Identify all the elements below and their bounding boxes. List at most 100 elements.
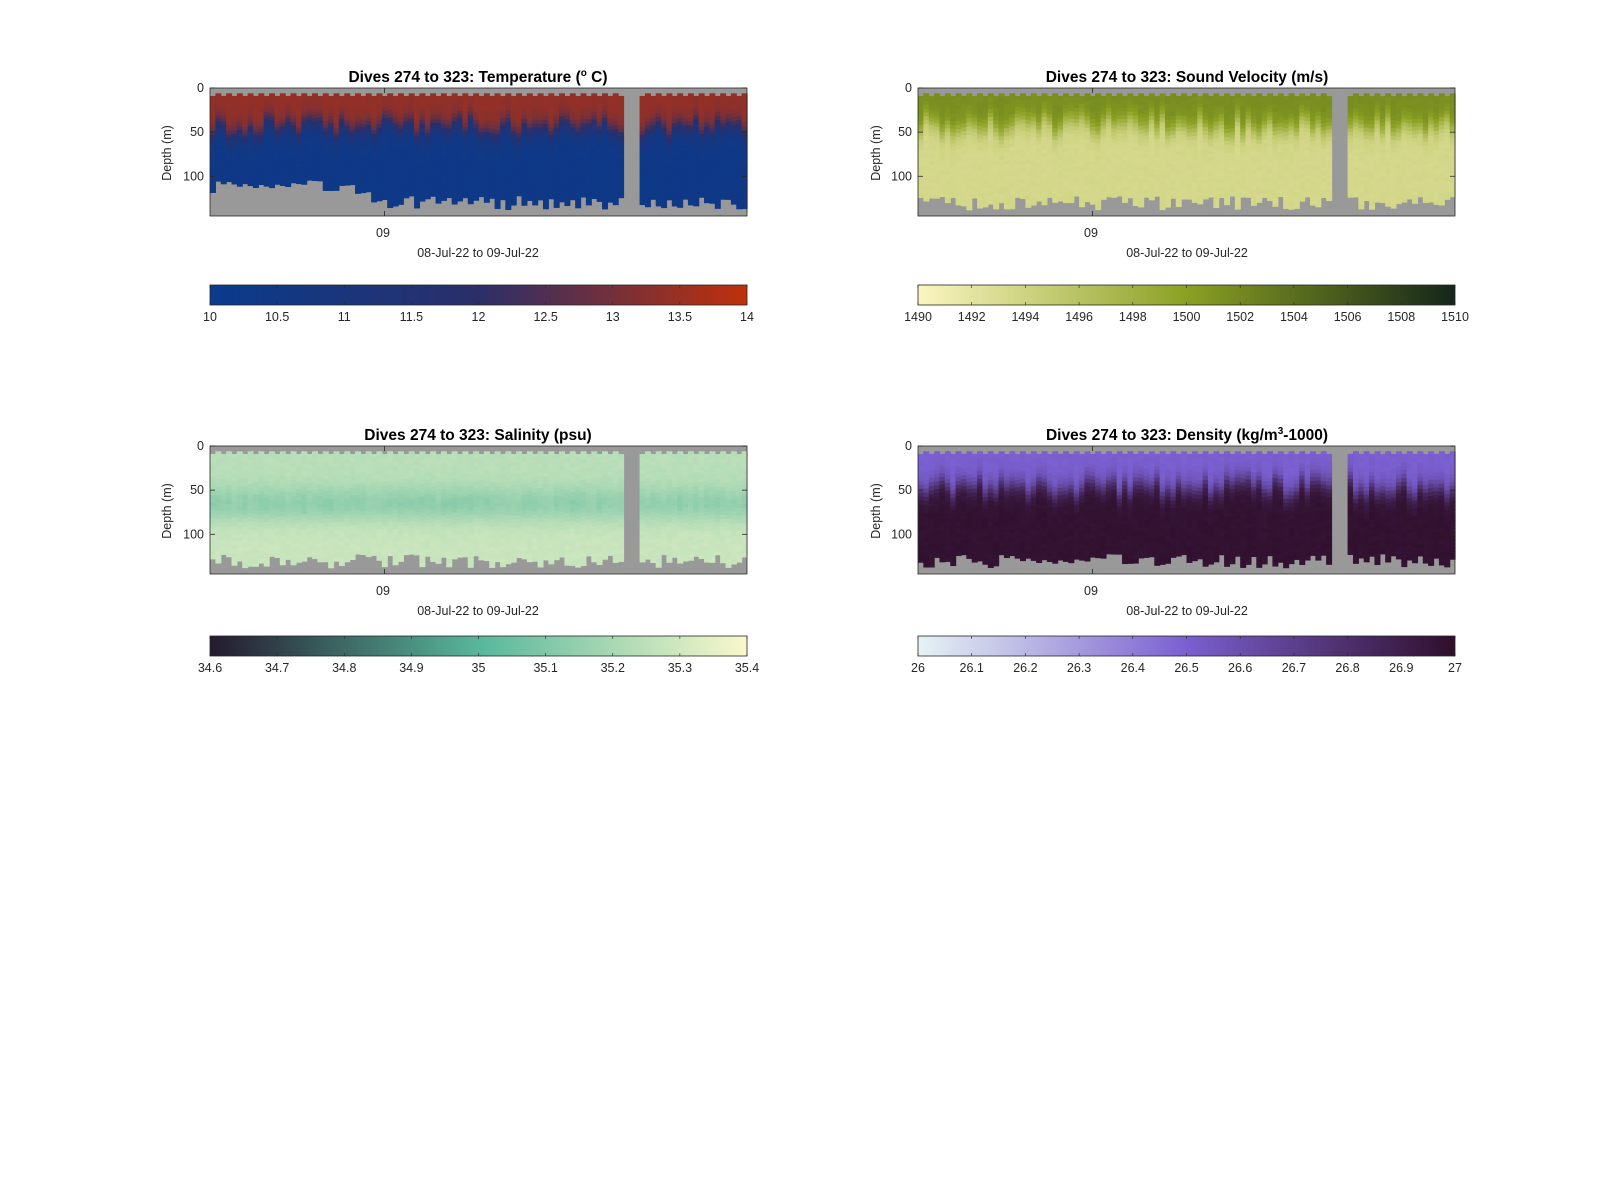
heatmap-cell bbox=[317, 153, 324, 158]
heatmap-cell bbox=[301, 93, 308, 98]
heatmap-cell bbox=[526, 192, 533, 198]
heatmap-cell bbox=[1041, 164, 1048, 170]
heatmap-cell bbox=[1041, 129, 1048, 134]
heatmap-cell bbox=[548, 112, 555, 117]
heatmap-cell bbox=[231, 174, 238, 179]
heatmap-cell bbox=[1261, 168, 1268, 173]
heatmap-cell bbox=[736, 204, 743, 210]
heatmap-cell bbox=[1148, 165, 1155, 170]
heatmap-cell bbox=[301, 141, 308, 146]
heatmap-cell bbox=[226, 127, 233, 132]
heatmap-cell bbox=[1191, 155, 1198, 161]
heatmap-cell bbox=[1320, 175, 1327, 180]
heatmap-cell bbox=[1218, 153, 1225, 159]
heatmap-cell bbox=[1111, 117, 1118, 122]
heatmap-cell bbox=[1299, 135, 1306, 141]
heatmap-cell bbox=[231, 171, 238, 176]
heatmap-cell bbox=[1256, 101, 1263, 106]
heatmap-cell bbox=[1229, 149, 1236, 154]
heatmap-cell bbox=[1003, 148, 1010, 153]
heatmap-cell bbox=[274, 168, 281, 173]
heatmap-cell bbox=[998, 187, 1005, 192]
heatmap-cell bbox=[387, 109, 394, 115]
heatmap-cell bbox=[478, 146, 485, 151]
heatmap-cell bbox=[1186, 132, 1193, 138]
heatmap-cell bbox=[1256, 93, 1263, 98]
heatmap-cell bbox=[236, 166, 243, 171]
heatmap-cell bbox=[1272, 190, 1279, 196]
heatmap-cell bbox=[977, 166, 984, 172]
heatmap-cell bbox=[1304, 110, 1311, 115]
heatmap-cell bbox=[1052, 159, 1059, 164]
heatmap-cell bbox=[1116, 170, 1123, 175]
heatmap-cell bbox=[741, 146, 748, 152]
heatmap-cell bbox=[258, 164, 265, 169]
heatmap-cell bbox=[349, 140, 356, 144]
heatmap-cell bbox=[1154, 160, 1161, 165]
heatmap-cell bbox=[542, 108, 549, 113]
heatmap-cell bbox=[387, 150, 394, 156]
heatmap-cell bbox=[1111, 99, 1118, 104]
heatmap-cell bbox=[1127, 108, 1134, 113]
heatmap-cell bbox=[263, 163, 270, 168]
heatmap-cell bbox=[317, 171, 324, 176]
heatmap-cell bbox=[1229, 103, 1236, 108]
heatmap-cell bbox=[998, 136, 1005, 141]
heatmap-cell bbox=[360, 168, 367, 173]
heatmap-cell bbox=[457, 152, 463, 157]
heatmap-cell bbox=[1320, 152, 1327, 158]
heatmap-cell bbox=[1057, 114, 1064, 120]
heatmap-cell bbox=[1159, 118, 1166, 123]
heatmap-cell bbox=[1267, 100, 1274, 106]
heatmap-cell bbox=[473, 192, 480, 197]
heatmap-cell bbox=[1218, 110, 1225, 115]
heatmap-cell bbox=[639, 107, 646, 113]
heatmap-cell bbox=[1036, 148, 1043, 153]
heatmap-cell bbox=[419, 127, 426, 133]
heatmap-cell bbox=[1052, 128, 1059, 133]
heatmap-cell bbox=[955, 109, 962, 114]
colorbar-tick-label: 12 bbox=[472, 310, 486, 324]
heatmap-cell bbox=[1315, 167, 1322, 172]
heatmap-cell bbox=[618, 128, 625, 133]
heatmap-cell bbox=[220, 161, 227, 166]
heatmap-cell bbox=[510, 130, 517, 136]
heatmap-cell bbox=[328, 183, 335, 188]
heatmap-cell bbox=[376, 146, 383, 152]
heatmap-cell bbox=[720, 127, 727, 132]
heatmap-cell bbox=[1224, 141, 1231, 146]
heatmap-cell bbox=[360, 140, 367, 145]
heatmap-cell bbox=[960, 99, 967, 105]
heatmap-cell bbox=[1095, 168, 1102, 173]
heatmap-cell bbox=[714, 111, 721, 117]
heatmap-cell bbox=[934, 190, 941, 195]
heatmap-cell bbox=[387, 113, 394, 119]
heatmap-cell bbox=[1352, 122, 1359, 128]
heatmap-cell bbox=[966, 184, 973, 190]
heatmap-cell bbox=[242, 120, 249, 125]
heatmap-cell bbox=[236, 123, 243, 128]
heatmap-cell bbox=[430, 96, 437, 102]
heatmap-cell bbox=[741, 130, 748, 136]
heatmap-cell bbox=[462, 108, 469, 113]
heatmap-cell bbox=[553, 95, 560, 101]
heatmap-cell bbox=[312, 127, 318, 132]
heatmap-cell bbox=[1315, 119, 1322, 125]
heatmap-cell bbox=[1352, 178, 1359, 183]
heatmap-cell bbox=[537, 154, 544, 159]
heatmap-cell bbox=[1111, 153, 1118, 158]
heatmap-cell bbox=[312, 152, 318, 157]
heatmap-cell bbox=[435, 107, 442, 112]
heatmap-cell bbox=[333, 169, 340, 174]
heatmap-cell bbox=[457, 144, 463, 149]
heatmap-cell bbox=[693, 197, 700, 203]
heatmap-cell bbox=[1089, 142, 1096, 147]
heatmap-cell bbox=[344, 116, 351, 121]
heatmap-cell bbox=[671, 115, 678, 121]
heatmap-cell bbox=[1224, 117, 1231, 122]
heatmap-cell bbox=[1224, 109, 1231, 114]
heatmap-cell bbox=[478, 189, 485, 194]
heatmap-cell bbox=[521, 134, 528, 140]
heatmap-cell bbox=[644, 182, 651, 187]
heatmap-cell bbox=[639, 103, 646, 109]
